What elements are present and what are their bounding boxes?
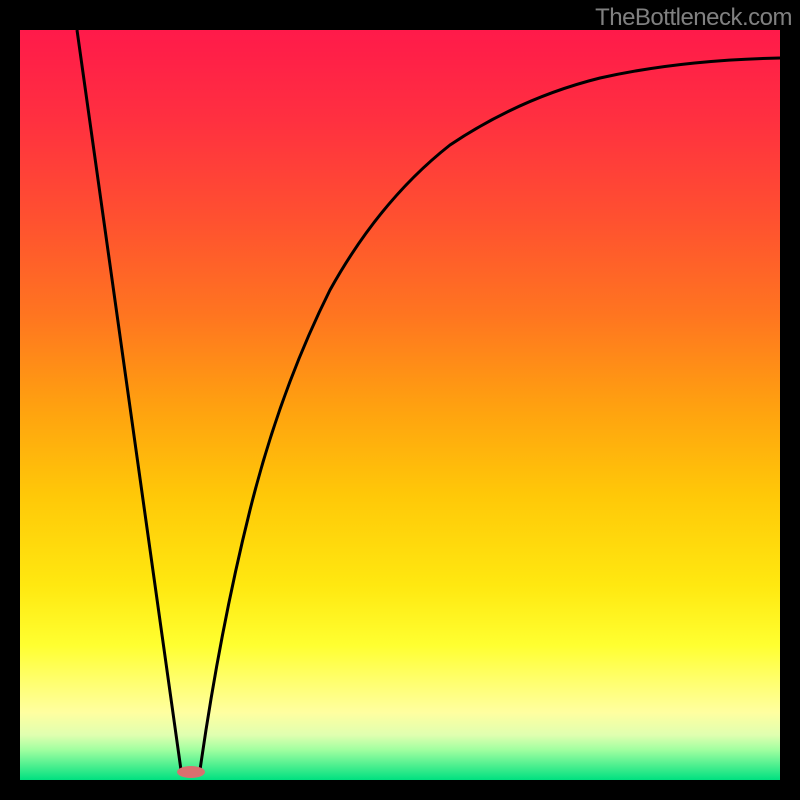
- minimum-marker: [177, 766, 205, 778]
- chart-container: TheBottleneck.com: [0, 0, 800, 800]
- plot-area: [20, 30, 780, 780]
- watermark-text: TheBottleneck.com: [595, 4, 792, 32]
- plot-background: [20, 30, 780, 780]
